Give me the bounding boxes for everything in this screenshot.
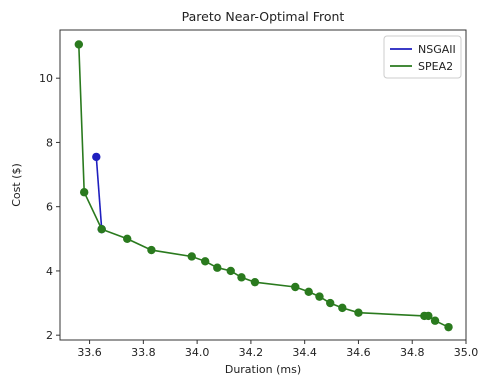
plot-frame: [59, 29, 467, 341]
data-point-spea2: [200, 257, 210, 266]
data-point-spea2: [444, 322, 453, 332]
legend: NSGAII SPEA2: [383, 35, 462, 79]
data-point-spea2: [430, 316, 440, 325]
y-axis-label: Cost ($): [10, 163, 23, 207]
x-tick-label: 34.2: [239, 346, 264, 359]
data-point-nsgaii: [92, 152, 101, 162]
series-spea2: [74, 40, 453, 332]
data-point-spea2: [79, 188, 89, 197]
data-point-spea2: [237, 273, 246, 282]
x-axis-ticks: 33.6 33.8 34.0 34.2 34.4 34.6 34.8 35.0: [77, 340, 478, 359]
x-tick-label: 33.8: [131, 346, 156, 359]
data-point-spea2: [424, 311, 433, 321]
data-point-spea2: [326, 298, 335, 308]
data-point-spea2: [338, 303, 347, 313]
series-layer: [74, 40, 453, 332]
series-line-nsgaii: [95, 156, 103, 230]
x-tick-label: 34.6: [346, 346, 371, 359]
data-point-spea2: [97, 224, 106, 234]
y-tick-label: 10: [39, 72, 53, 85]
data-point-spea2: [250, 277, 260, 287]
x-tick-label: 33.6: [77, 346, 102, 359]
legend-label: SPEA2: [418, 60, 453, 73]
data-point-spea2: [123, 234, 132, 244]
data-point-spea2: [74, 40, 84, 49]
data-point-spea2: [226, 266, 235, 276]
x-tick-label: 34.8: [400, 346, 425, 359]
data-point-spea2: [187, 252, 196, 261]
y-axis-ticks: 2 4 6 8 10: [39, 72, 60, 342]
y-tick-label: 8: [46, 136, 53, 149]
data-point-spea2: [315, 292, 324, 301]
data-point-spea2: [147, 245, 156, 255]
x-axis-label: Duration (ms): [225, 363, 301, 376]
y-tick-label: 2: [46, 329, 53, 342]
plot-area: [59, 29, 467, 341]
x-tick-label: 35.0: [454, 346, 479, 359]
data-point-spea2: [354, 308, 363, 317]
data-point-spea2: [291, 282, 300, 292]
chart-title: Pareto Near-Optimal Front: [182, 9, 345, 24]
legend-box: [383, 35, 462, 79]
x-tick-label: 34.0: [185, 346, 210, 359]
legend-label: NSGAII: [418, 43, 456, 56]
y-tick-label: 6: [46, 201, 53, 214]
y-tick-label: 4: [46, 265, 53, 278]
data-point-spea2: [213, 263, 222, 272]
x-tick-label: 34.4: [292, 346, 317, 359]
data-point-spea2: [304, 287, 313, 297]
